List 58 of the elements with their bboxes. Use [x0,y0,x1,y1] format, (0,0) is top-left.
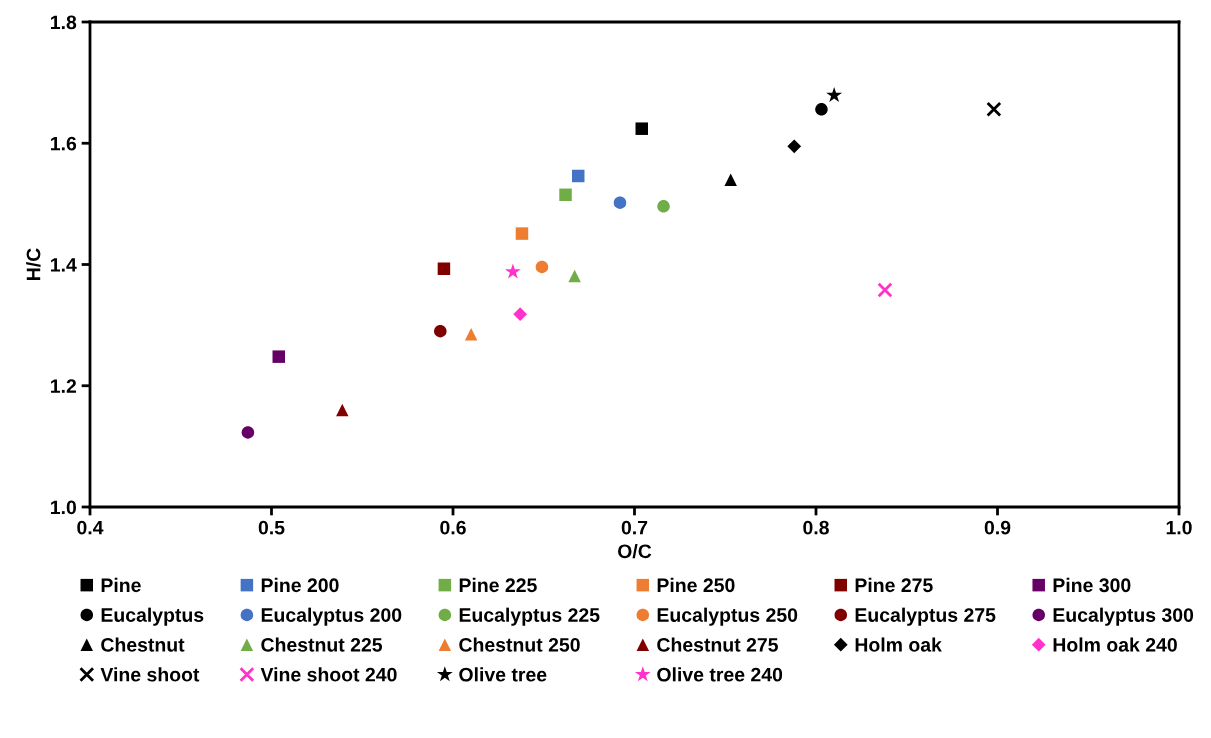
point [241,426,255,439]
point [787,139,802,154]
legend-label: Holm oak [855,637,942,652]
y-tick-label: 1.2 [51,379,77,393]
legend-label: Pine 275 [855,577,933,593]
point [336,403,349,417]
x-tick-label: 0.6 [440,520,466,535]
y-tick-label: 1.4 [51,258,77,272]
point [826,87,843,103]
legend-label: Pine 250 [657,577,735,593]
point [635,122,649,135]
x-tick-label: 1.0 [1166,520,1192,535]
point [464,327,478,341]
legend-label: Eucalyptus 225 [459,607,600,626]
point [272,350,286,363]
legend-label: Chestnut [101,637,185,652]
legend-label: Pine [101,577,141,593]
x-tick-label: 0.7 [621,520,648,535]
x-tick-label: 0.8 [803,520,829,535]
x-tick-label: 0.9 [984,520,1011,535]
y-tick-label: 1.6 [51,136,77,151]
point [815,103,828,116]
point [657,200,670,213]
point [559,188,572,202]
y-tick-label: 1.8 [51,15,77,30]
legend-label: Vine shoot 240 [260,667,397,682]
legend-label: Pine 225 [459,577,537,593]
y-tick-label: 1.0 [51,500,77,515]
legend-label: Eucalyptus 250 [657,607,798,626]
legend-label: Eucalyptus 300 [1053,607,1194,626]
legend-label: Chestnut 275 [657,637,778,652]
point [437,262,451,275]
legend-label: Eucalyptus [101,607,204,626]
point [434,324,447,338]
point [571,169,585,183]
legend-label: Pine 200 [261,577,339,593]
point [535,260,549,274]
legend-label: Olive tree [459,667,547,682]
x-tick-label: 0.5 [258,520,285,535]
point [504,263,521,279]
legend-label: Chestnut 225 [261,637,383,652]
legend-label: Holm oak 240 [1053,637,1177,652]
point [724,173,737,186]
y-axis-title: H/C [26,248,41,280]
legend-label: Vine shoot [100,667,200,682]
point [568,269,581,283]
point [986,101,1002,117]
legend-label: Eucalyptus 200 [261,607,402,626]
point [613,196,627,209]
x-axis-title: O/C [618,543,652,559]
point [513,307,528,322]
legend-label: Eucalyptus 275 [855,607,996,626]
point [515,227,529,240]
x-tick-label: 0.4 [77,520,104,535]
point [877,282,893,298]
legend-label: Olive tree 240 [657,667,783,682]
legend-label: Pine 300 [1053,577,1131,593]
legend-label: Chestnut 250 [459,637,580,652]
